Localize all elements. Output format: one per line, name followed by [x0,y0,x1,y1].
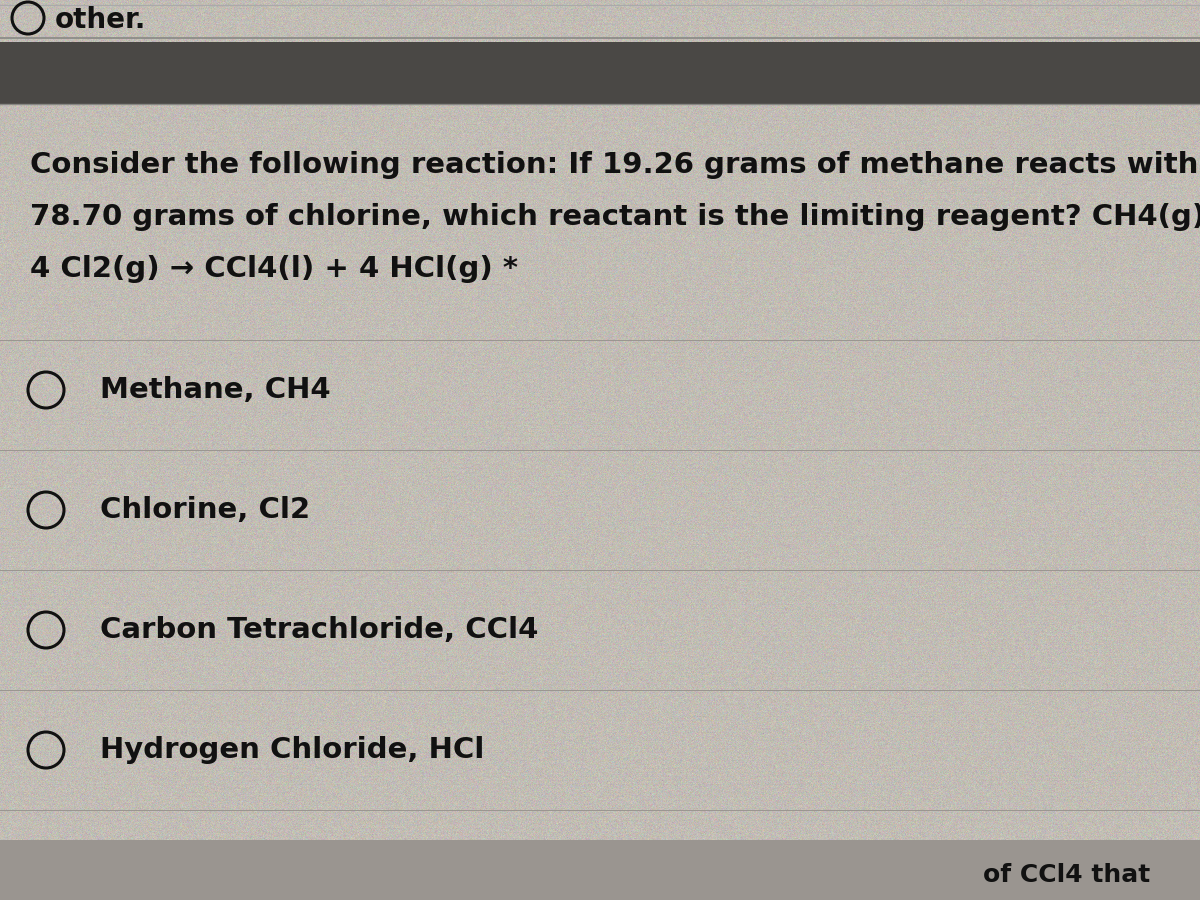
Text: Methane, CH4: Methane, CH4 [100,376,331,404]
Bar [0,42,1200,104]
Text: Hydrogen Chloride, HCl: Hydrogen Chloride, HCl [100,736,485,764]
Text: 4 Cl2(g) → CCl4(l) + 4 HCl(g) *: 4 Cl2(g) → CCl4(l) + 4 HCl(g) * [30,255,518,283]
Bar [0,840,1200,900]
Text: Carbon Tetrachloride, CCl4: Carbon Tetrachloride, CCl4 [100,616,539,644]
Text: 78.70 grams of chlorine, which reactant is the limiting reagent? CH4(g) +: 78.70 grams of chlorine, which reactant … [30,203,1200,231]
Text: of CCl4 that: of CCl4 that [983,863,1150,887]
Text: other.: other. [55,6,146,34]
Text: Consider the following reaction: If 19.26 grams of methane reacts with: Consider the following reaction: If 19.2… [30,151,1199,179]
Text: Chlorine, Cl2: Chlorine, Cl2 [100,496,310,524]
